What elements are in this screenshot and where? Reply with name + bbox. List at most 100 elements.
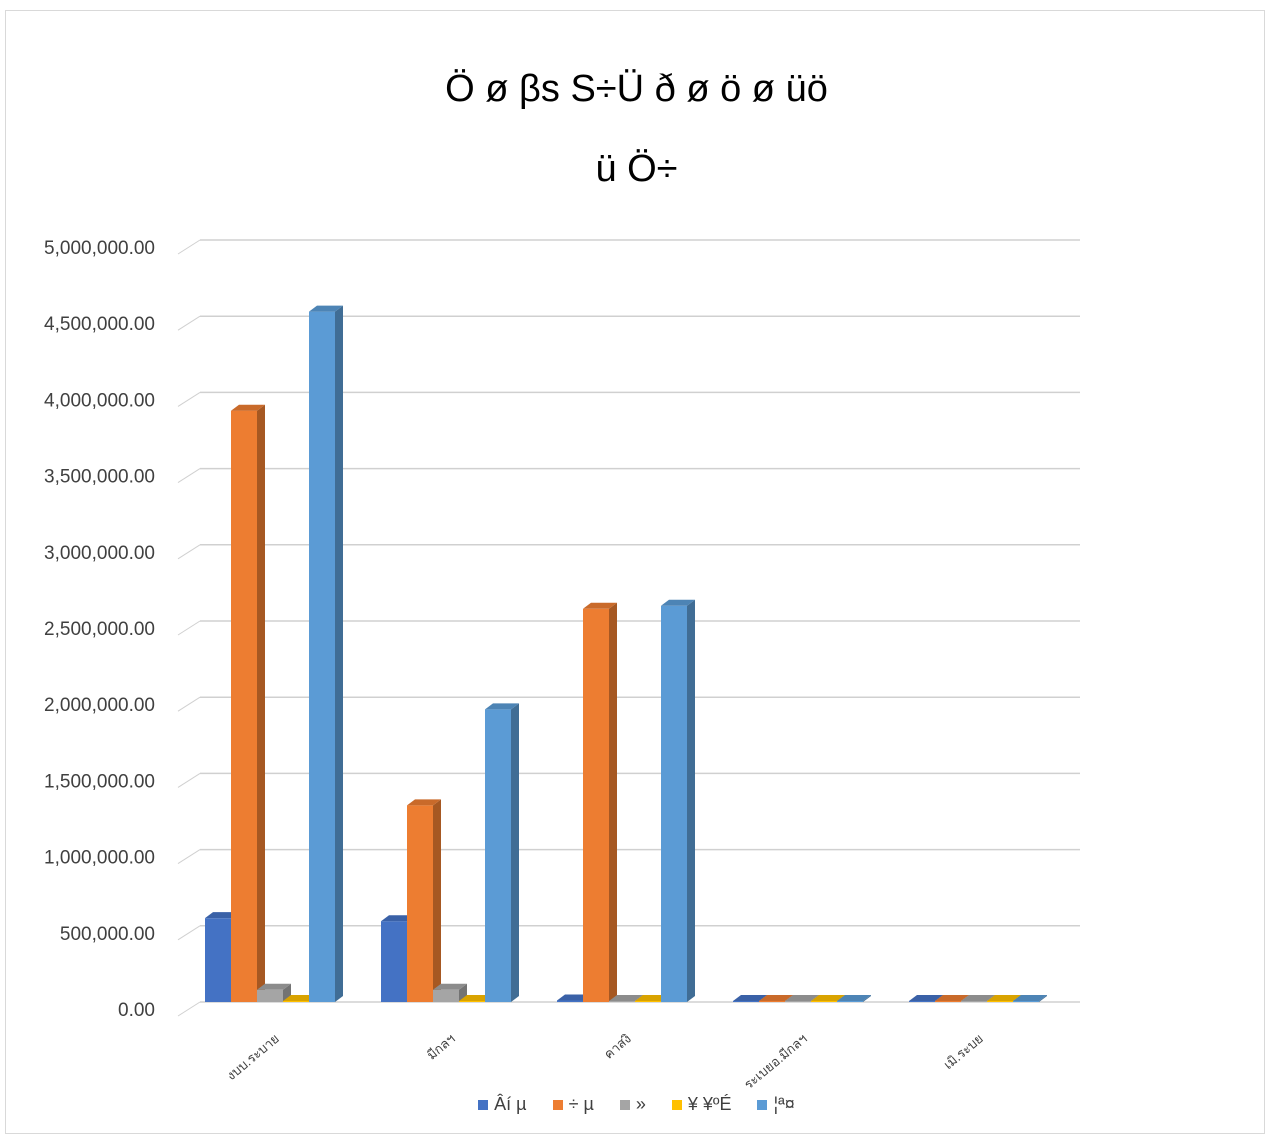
gridline-depth: [177, 544, 201, 560]
bar-top: [407, 799, 441, 806]
bar: [407, 805, 433, 1002]
y-tick-label: 2,000,000.00: [44, 695, 155, 716]
y-tick-label: 0.00: [118, 1000, 155, 1021]
gridline-depth: [177, 468, 201, 484]
gridline-depth: [177, 315, 201, 331]
gridline-depth: [177, 620, 201, 636]
bar-top: [785, 995, 819, 1001]
y-tick-label: 3,500,000.00: [44, 467, 155, 488]
bar-side: [1039, 995, 1047, 1002]
bar: [785, 1001, 811, 1002]
x-tick-label: คาสงิ: [601, 1031, 634, 1062]
bar-side: [335, 305, 343, 1002]
y-tick-label: 4,000,000.00: [44, 390, 155, 411]
legend-swatch: [552, 1099, 563, 1110]
bar: [1013, 1001, 1039, 1002]
bar: [909, 1001, 935, 1002]
bar-top: [961, 995, 995, 1001]
bar: [283, 1001, 309, 1002]
bar: [733, 1001, 759, 1002]
legend-swatch: [671, 1099, 682, 1110]
bar: [381, 921, 407, 1002]
y-tick-label: 5,000,000.00: [44, 238, 155, 259]
bar: [309, 311, 335, 1002]
legend-label: »: [635, 1094, 646, 1114]
bar: [987, 1001, 1013, 1002]
bar-top: [583, 602, 617, 609]
legend-item: Âí µ: [478, 1094, 527, 1115]
legend-item: ¦ª¤: [757, 1094, 795, 1115]
gridline-depth: [177, 772, 201, 788]
bar-top: [759, 995, 793, 1001]
bar: [433, 989, 459, 1002]
x-tick-label: เมิ.ระบย: [941, 1031, 986, 1072]
bar-top: [733, 995, 767, 1001]
x-tick-label: งบบ.ระบาย: [224, 1031, 282, 1083]
bar-top: [557, 994, 591, 1001]
bar-top: [987, 995, 1021, 1001]
legend-label: ¥ ¥ºÉ: [687, 1094, 732, 1114]
gridline-depth: [177, 1001, 201, 1017]
legend-swatch: [478, 1099, 489, 1110]
bar-top: [485, 703, 519, 710]
bar-top: [909, 995, 943, 1001]
bar: [583, 608, 609, 1002]
bar-side: [511, 703, 519, 1002]
legend-item: »: [619, 1094, 646, 1115]
bar: [961, 1001, 987, 1002]
legend-swatch: [619, 1099, 630, 1110]
bar-top: [433, 983, 467, 990]
legend-label: Âí µ: [494, 1094, 527, 1114]
bar-top: [1013, 995, 1047, 1001]
bar: [609, 1001, 635, 1002]
bar-side: [687, 599, 695, 1002]
bar: [759, 1001, 785, 1002]
chart-legend: Âí µ ÷ µ » ¥ ¥ºÉ ¦ª¤: [0, 1094, 1273, 1115]
bar: [205, 918, 231, 1002]
bar-top: [635, 995, 669, 1001]
bar: [459, 1001, 485, 1002]
legend-item: ÷ µ: [552, 1094, 594, 1115]
bar-top: [837, 995, 871, 1001]
bar: [935, 1001, 961, 1002]
gridline-depth: [177, 696, 201, 712]
y-tick-label: 2,500,000.00: [44, 619, 155, 640]
bar-top: [231, 404, 265, 411]
bar-side: [609, 602, 617, 1002]
bar-side: [433, 799, 441, 1002]
bar: [557, 1000, 583, 1002]
y-tick-label: 1,000,000.00: [44, 848, 155, 869]
legend-label: ÷ µ: [568, 1094, 594, 1114]
gridline-depth: [177, 925, 201, 941]
y-tick-label: 3,000,000.00: [44, 543, 155, 564]
gridline-depth: [177, 239, 201, 255]
bar-side: [863, 995, 871, 1002]
chart-title-line-1: Ö ø βs S÷Ü ð ø ö ø üö: [445, 68, 828, 110]
bar: [257, 989, 283, 1002]
bar-top: [935, 995, 969, 1001]
bar: [231, 410, 257, 1002]
bar: [485, 709, 511, 1002]
bar-top: [257, 983, 291, 990]
bar-top: [811, 995, 845, 1001]
x-tick-label: ระเบยอ.มีกลฯ: [741, 1031, 810, 1092]
y-tick-label: 500,000.00: [60, 924, 155, 945]
chart-title-line-2: ü Ö÷: [595, 148, 678, 190]
y-tick-label: 4,500,000.00: [44, 314, 155, 335]
x-tick-label: มีกลฯ: [424, 1031, 458, 1063]
bar-top: [283, 995, 317, 1001]
bar-top: [381, 915, 415, 922]
bar-side: [257, 404, 265, 1002]
bar: [661, 605, 687, 1002]
bar: [837, 1001, 863, 1002]
bar: [811, 1001, 837, 1002]
bar-top: [661, 599, 695, 606]
gridline-depth: [177, 849, 201, 865]
bar: [635, 1001, 661, 1002]
y-tick-label: 1,500,000.00: [44, 771, 155, 792]
legend-label: ¦ª¤: [773, 1094, 795, 1114]
legend-item: ¥ ¥ºÉ: [671, 1094, 732, 1115]
gridline-depth: [177, 391, 201, 407]
bar-top: [205, 912, 239, 919]
